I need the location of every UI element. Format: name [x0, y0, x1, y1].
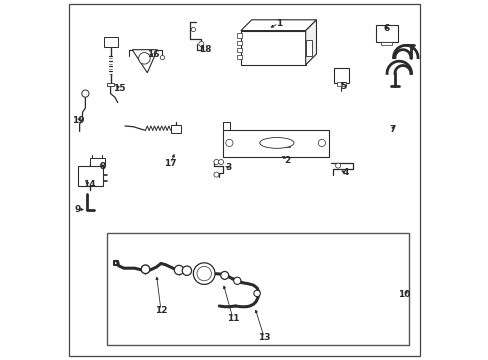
Circle shape	[225, 139, 232, 147]
Text: 1: 1	[275, 19, 281, 28]
Circle shape	[193, 263, 215, 284]
Polygon shape	[132, 50, 157, 73]
Text: 15: 15	[113, 84, 125, 93]
Text: 13: 13	[258, 333, 270, 342]
Circle shape	[174, 265, 183, 275]
Text: 9: 9	[75, 205, 81, 214]
Circle shape	[197, 266, 211, 281]
Text: 3: 3	[224, 163, 231, 172]
Bar	[380, 42, 391, 45]
Text: 18: 18	[198, 45, 211, 54]
Text: 7: 7	[388, 125, 394, 134]
Text: 4: 4	[342, 168, 348, 177]
Polygon shape	[305, 20, 316, 65]
Bar	[89, 158, 104, 166]
Polygon shape	[241, 20, 316, 31]
Circle shape	[182, 266, 191, 275]
Circle shape	[218, 159, 223, 165]
Circle shape	[199, 41, 203, 46]
Text: 12: 12	[154, 306, 167, 315]
Bar	[236, 33, 241, 38]
Ellipse shape	[259, 138, 293, 148]
Bar	[336, 82, 346, 86]
Text: 11: 11	[226, 314, 239, 323]
Bar	[104, 37, 118, 47]
Circle shape	[318, 139, 325, 147]
Bar	[236, 55, 241, 59]
Bar	[107, 83, 114, 86]
Bar	[375, 25, 397, 42]
Circle shape	[139, 53, 150, 64]
Circle shape	[213, 159, 219, 165]
Circle shape	[213, 172, 219, 177]
Bar	[223, 130, 328, 157]
Circle shape	[160, 55, 164, 60]
Text: 17: 17	[164, 159, 177, 168]
Circle shape	[141, 265, 149, 274]
Circle shape	[191, 27, 195, 32]
Bar	[333, 68, 348, 83]
Circle shape	[253, 290, 260, 297]
Circle shape	[81, 90, 89, 97]
Circle shape	[220, 271, 228, 279]
Text: 16: 16	[147, 50, 160, 59]
Text: 6: 6	[383, 24, 389, 33]
Text: 2: 2	[284, 156, 290, 165]
Bar	[170, 125, 181, 133]
Bar	[78, 166, 102, 186]
Bar	[241, 31, 305, 65]
Text: 14: 14	[82, 180, 95, 189]
Text: 10: 10	[398, 290, 410, 299]
Text: 5: 5	[340, 82, 346, 91]
Circle shape	[335, 163, 340, 168]
Text: 19: 19	[72, 116, 84, 125]
Circle shape	[233, 277, 241, 284]
Bar	[107, 233, 408, 345]
Bar	[236, 41, 241, 45]
Text: 8: 8	[99, 162, 105, 171]
Bar	[236, 48, 241, 52]
Bar	[282, 140, 289, 147]
Bar	[305, 40, 311, 56]
